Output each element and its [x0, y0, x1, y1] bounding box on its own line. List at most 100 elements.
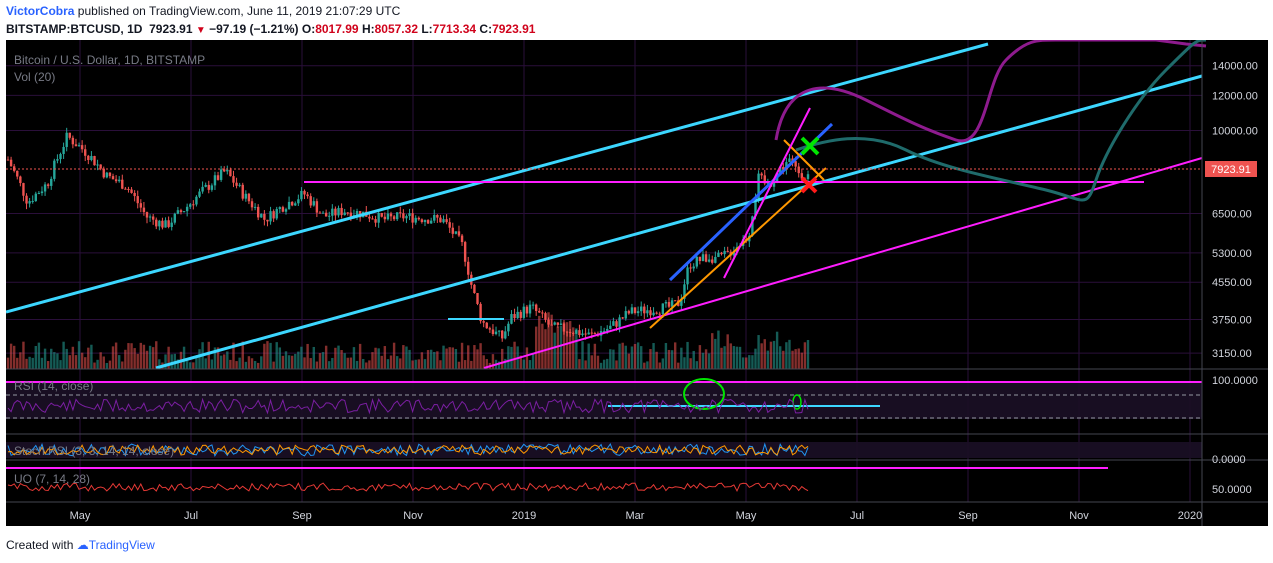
volume-bar [602, 359, 606, 369]
candle-body [121, 179, 124, 189]
volume-bar [210, 359, 214, 369]
volume-bar [25, 358, 28, 369]
candle-body [763, 175, 766, 184]
candle-body [519, 311, 522, 318]
volume-bar [12, 345, 16, 369]
candle-body [627, 311, 631, 314]
candle-body [494, 331, 498, 335]
volume-bar [34, 345, 37, 369]
volume-bars [6, 312, 810, 369]
volume-bar [155, 341, 158, 369]
price-axis[interactable]: 14000.00 12000.00 10000.00 6500.00 5300.00 45… [1212, 61, 1258, 360]
candle-body [71, 137, 75, 145]
magenta-steep-line[interactable] [723, 107, 811, 279]
close-label: C: [479, 22, 493, 36]
candle-body [65, 132, 68, 147]
created-with-label: Created with [6, 538, 74, 552]
candle-body [105, 172, 109, 178]
volume-bar [402, 345, 405, 369]
candle-body [504, 331, 507, 339]
volume-bar [253, 360, 257, 369]
orange-trendline[interactable] [649, 167, 827, 329]
volume-bar [346, 357, 349, 369]
drawings [6, 40, 1207, 370]
y-tick-label: 3750.00 [1212, 314, 1252, 326]
volume-bar [170, 354, 173, 369]
candle-body [797, 166, 800, 174]
candle-body [420, 219, 424, 223]
red-x-marker[interactable] [800, 176, 818, 194]
candle-body [423, 220, 427, 223]
candle-body [454, 231, 458, 234]
candle-body [290, 201, 294, 206]
rsi-label: RSI (14, close) [14, 379, 93, 393]
volume-bar [309, 358, 312, 369]
candle-body [779, 167, 782, 173]
rsi-green-ellipse[interactable] [683, 378, 725, 410]
candle-body [664, 302, 668, 304]
down-arrow-icon: ▼ [195, 25, 206, 36]
candle-body [167, 220, 170, 227]
volume-bar [392, 342, 396, 369]
candle-body [124, 188, 127, 190]
candle-body [182, 211, 186, 213]
candle-body [411, 213, 414, 223]
volume-bar [476, 349, 479, 369]
cyan-channel-middle[interactable] [155, 74, 1203, 370]
candle-body [229, 169, 232, 177]
candle-body [74, 144, 78, 147]
candle-body [22, 183, 25, 196]
candle-body [442, 219, 445, 223]
candle-body [621, 317, 624, 319]
candle-body [355, 211, 359, 216]
volume-bar [151, 347, 155, 369]
volume-bar [791, 350, 794, 369]
candle-body [238, 184, 241, 186]
volume-bar [741, 357, 745, 369]
candle-body [726, 250, 729, 252]
candle-body [501, 330, 504, 339]
teal-curve[interactable] [795, 40, 1207, 202]
author-link[interactable]: VictorCobra [6, 4, 75, 18]
candle-body [414, 217, 417, 223]
volume-bar [269, 342, 272, 369]
magenta-trendline[interactable] [483, 157, 1203, 369]
volume-bar [766, 350, 770, 369]
volume-bar [62, 341, 65, 369]
candle-body [247, 193, 251, 202]
candle-body [513, 314, 516, 319]
volume-bar [374, 347, 377, 369]
volume-bar [334, 347, 337, 369]
candle-body [102, 168, 105, 178]
candle-body [117, 179, 121, 182]
chart-area[interactable]: 14000.00 12000.00 10000.00 6500.00 5300.00 45… [6, 40, 1268, 526]
volume-bar [547, 312, 550, 369]
candle-body [782, 167, 785, 169]
candle-body [590, 332, 593, 334]
chart-svg[interactable]: 14000.00 12000.00 10000.00 6500.00 5300.00 45… [6, 40, 1268, 526]
y-tick-label: 4550.00 [1212, 277, 1252, 289]
volume-bar [340, 350, 343, 369]
volume-bar [411, 360, 414, 369]
volume-bar [223, 354, 226, 369]
y-tick-label: 5300.00 [1212, 248, 1252, 260]
candle-body [565, 331, 569, 333]
candle-body [643, 306, 646, 314]
time-axis[interactable]: May Jul Sep Nov 2019 Mar May Jul Sep Nov 2020 [70, 510, 1203, 522]
volume-bar [806, 340, 810, 369]
y-tick-label: 12000.00 [1212, 90, 1258, 102]
volume-bar [717, 330, 720, 369]
candle-body [151, 216, 155, 220]
purple-curve[interactable] [774, 40, 1207, 143]
candle-body [439, 217, 442, 223]
volume-bar [142, 344, 146, 369]
volume-bar [584, 360, 587, 369]
candle-body [309, 196, 312, 206]
volume-bar [507, 346, 510, 369]
tradingview-link[interactable]: TradingView [88, 538, 155, 552]
green-x-marker[interactable] [800, 136, 820, 156]
candle-body [510, 314, 513, 324]
volume-bar [306, 343, 309, 369]
volume-bar [664, 343, 668, 369]
volume-bar [164, 354, 167, 369]
